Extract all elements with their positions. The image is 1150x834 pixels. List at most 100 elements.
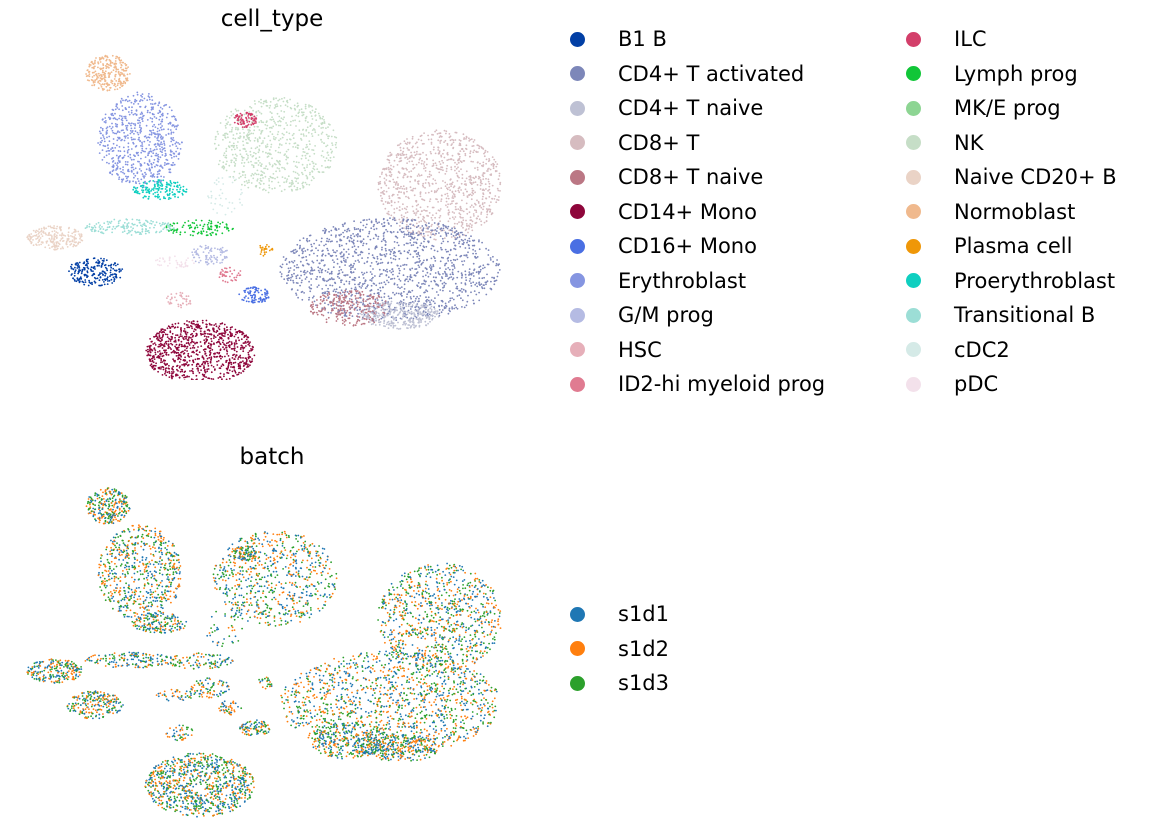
scatter-point	[178, 184, 181, 187]
scatter-point	[112, 142, 115, 145]
scatter-point	[422, 151, 424, 154]
scatter-point	[349, 276, 351, 279]
scatter-point	[399, 149, 402, 152]
scatter-point	[365, 242, 368, 245]
scatter-point	[486, 273, 488, 276]
scatter-point	[411, 137, 414, 140]
scatter-point	[126, 163, 129, 166]
scatter-point	[121, 157, 124, 160]
scatter-point	[436, 310, 439, 312]
scatter-point	[364, 226, 367, 229]
scatter-point	[143, 140, 146, 143]
scatter-point	[488, 185, 491, 188]
scatter-point	[372, 268, 374, 270]
scatter-point	[341, 244, 343, 247]
scatter-point	[95, 78, 98, 81]
scatter-point	[156, 157, 159, 160]
scatter-point	[390, 231, 393, 234]
scatter-point	[247, 154, 249, 157]
scatter-point	[140, 111, 143, 114]
scatter-point	[141, 96, 143, 98]
scatter-point	[460, 282, 463, 284]
scatter-point	[147, 197, 150, 200]
scatter-point	[443, 129, 446, 132]
scatter-point	[324, 166, 327, 169]
scatter-point	[409, 155, 412, 158]
scatter-point	[88, 79, 90, 82]
scatter-point	[337, 313, 339, 316]
scatter-point	[277, 151, 280, 154]
scatter-point	[396, 231, 399, 234]
scatter-point	[288, 182, 291, 185]
scatter-point	[435, 129, 438, 132]
scatter-point	[456, 180, 459, 182]
scatter-point	[418, 297, 420, 300]
scatter-point	[97, 72, 100, 75]
scatter-point	[323, 244, 325, 247]
scatter-point	[469, 206, 472, 208]
scatter-point	[395, 292, 398, 295]
scatter-point	[427, 296, 430, 299]
scatter-point	[453, 247, 455, 250]
scatter-point	[412, 167, 415, 170]
scatter-point	[331, 144, 334, 146]
scatter-point	[460, 216, 462, 219]
scatter-point	[428, 173, 431, 176]
scatter-point	[141, 141, 143, 144]
scatter-point	[111, 82, 114, 85]
scatter-point	[482, 192, 484, 195]
scatter-point	[218, 159, 221, 162]
scatter-point	[452, 159, 455, 161]
scatter-point	[132, 113, 135, 116]
scatter-point	[456, 307, 459, 310]
scatter-point	[477, 151, 479, 153]
scatter-point	[423, 161, 426, 163]
scatter-point	[122, 169, 124, 171]
scatter-point	[422, 198, 424, 201]
scatter-point	[474, 222, 477, 225]
scatter-point	[269, 111, 272, 113]
scatter-point	[434, 238, 437, 241]
scatter-point	[435, 283, 438, 286]
scatter-point	[405, 208, 408, 211]
scatter-point	[322, 299, 325, 302]
scatter-point	[382, 217, 385, 220]
scatter-point	[345, 295, 348, 298]
scatter-point	[479, 265, 482, 268]
scatter-point	[430, 174, 433, 177]
scatter-point	[415, 153, 418, 155]
scatter-point	[489, 259, 492, 261]
scatter-point	[483, 276, 485, 279]
scatter-point	[428, 318, 431, 321]
scatter-point	[348, 311, 351, 314]
scatter-point	[419, 191, 422, 194]
scatter-point	[351, 304, 354, 307]
scatter-point	[157, 135, 160, 138]
scatter-point	[482, 264, 485, 267]
scatter-point	[457, 187, 460, 190]
scatter-point	[301, 173, 304, 176]
scatter-point	[350, 266, 352, 269]
scatter-point	[263, 172, 266, 175]
scatter-point	[249, 114, 252, 117]
scatter-point	[331, 301, 333, 304]
scatter-point	[118, 108, 120, 111]
scatter-point	[108, 135, 111, 138]
scatter-point	[253, 125, 256, 128]
scatter-point	[228, 369, 231, 372]
scatter-point	[403, 306, 406, 309]
scatter-point	[327, 279, 330, 282]
scatter-point	[422, 218, 424, 221]
scatter-point	[479, 181, 482, 184]
scatter-point	[152, 364, 155, 367]
scatter-point	[421, 318, 424, 320]
scatter-point	[448, 133, 451, 135]
scatter-point	[419, 213, 422, 216]
scatter-point	[343, 321, 346, 323]
scatter-point	[163, 196, 165, 198]
scatter-point	[170, 131, 173, 134]
scatter-point	[412, 163, 415, 166]
scatter-point	[399, 293, 402, 296]
scatter-point	[474, 181, 477, 184]
scatter-point	[444, 282, 447, 285]
